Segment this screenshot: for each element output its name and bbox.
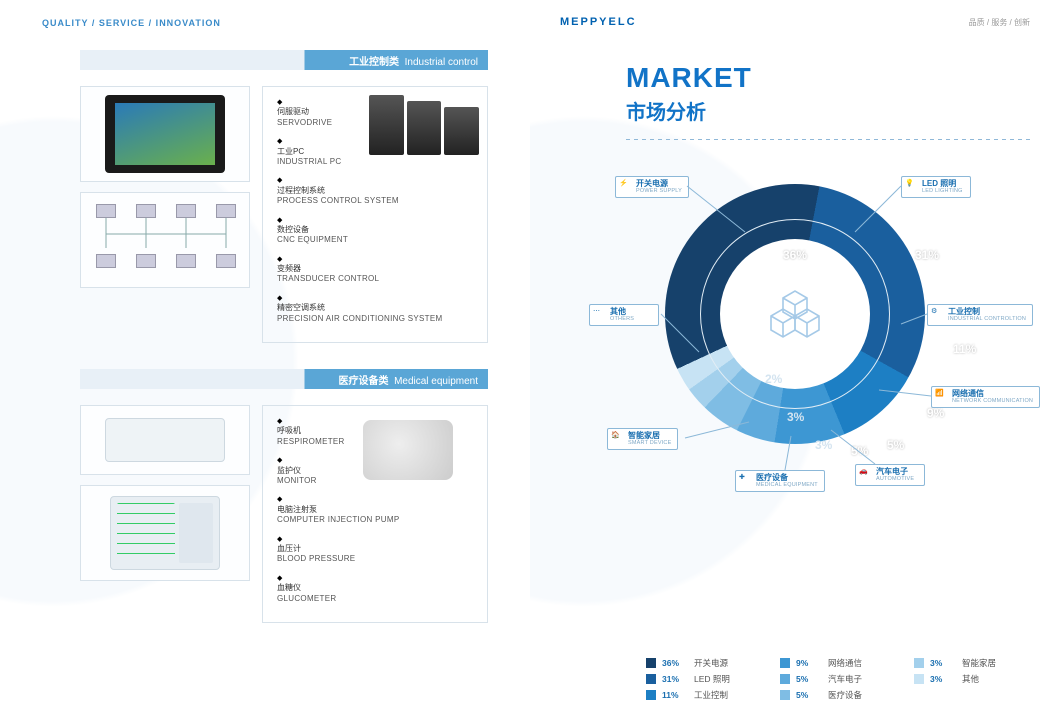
- right-page: MEPPYELC 品质 / 服务 / 创新 MARKET 市场分析 36% 31%…: [530, 0, 1060, 723]
- tag-icon: 💡: [905, 180, 919, 194]
- callout-tag: 🚗汽车电子AUTOMOTIVE: [855, 464, 925, 486]
- slice-pct-label: 2%: [765, 372, 782, 386]
- slice-pct-label: 5%: [887, 438, 904, 452]
- brand-motto: 品质 / 服务 / 创新: [969, 17, 1030, 28]
- divider-line: [626, 139, 1030, 140]
- section1-cn: 工业控制类: [349, 57, 399, 68]
- callout-tag: 💡LED 照明LED LIGHTING: [901, 176, 971, 198]
- tag-icon: ⚡: [619, 180, 633, 194]
- list-item: 电脑注射泵COMPUTER INJECTION PUMP: [277, 494, 477, 525]
- brand-logo: MEPPYELC: [560, 16, 637, 28]
- list-item: 过程控制系统PROCESS CONTROL SYSTEM: [277, 175, 477, 206]
- chart-legend: 36%开关电源 9%网络通信 3%智能家居 31%LED 照明 5%汽车电子 3%其他 11…: [646, 657, 1030, 701]
- legend-item: 5%汽车电子: [780, 673, 896, 685]
- tag-icon: 🚗: [859, 468, 873, 482]
- market-heading: MARKET 市场分析: [530, 28, 1060, 125]
- section1-en: Industrial control: [405, 57, 478, 68]
- callout-tag: ✚医疗设备MEDICAL EQUIPMENT: [735, 470, 825, 492]
- slice-pct-label: 31%: [915, 248, 939, 262]
- legend-item: 5%医疗设备: [780, 689, 896, 701]
- slice-pct-label: 5%: [851, 444, 868, 458]
- callout-tag: 📶网络通信NETWORK COMMUNICATION: [931, 386, 1040, 408]
- list-item: 血糖仪GLUCOMETER: [277, 573, 477, 604]
- tag-icon: ⚙: [931, 308, 945, 322]
- slice-pct-label: 36%: [783, 248, 807, 262]
- list-item: 精密空调系统PRECISION AIR CONDITIONING SYSTEM: [277, 293, 477, 324]
- market-donut-chart: 36% 31% 11% 9% 5% 5% 3% 3% 2% ⚡开关电源POWER SUPPLY 💡…: [595, 164, 995, 504]
- callout-tag: ⋯其他OTHERS: [589, 304, 659, 326]
- slice-pct-label: 3%: [787, 410, 804, 424]
- market-title-cn: 市场分析: [626, 96, 1060, 125]
- section2-en: Medical equipment: [394, 376, 478, 387]
- legend-item: 31%LED 照明: [646, 673, 762, 685]
- medical-image-respirator: [80, 405, 250, 475]
- list-item: 数控设备CNC EQUIPMENT: [277, 215, 477, 246]
- section2-cn: 医疗设备类: [339, 376, 389, 387]
- slice-pct-label: 9%: [927, 406, 944, 420]
- market-title-en: MARKET: [626, 62, 1060, 94]
- slice-pct-label: 3%: [815, 438, 832, 452]
- tag-icon: 🏠: [611, 432, 625, 446]
- legend-item: 9%网络通信: [780, 657, 896, 669]
- medical-image-vitals: [80, 485, 250, 581]
- tag-icon: ✚: [739, 474, 753, 488]
- list-item: 变频器TRANSDUCER CONTROL: [277, 254, 477, 285]
- legend-item: 3%智能家居: [914, 657, 1030, 669]
- industrial-image-monitor: [80, 86, 250, 182]
- section-bar-medical: 医疗设备类 Medical equipment: [80, 369, 488, 389]
- left-page: QUALITY / SERVICE / INNOVATION 工业控制类 Ind…: [0, 0, 530, 723]
- tag-icon: ⋯: [593, 308, 607, 322]
- slice-pct-label: 11%: [953, 342, 976, 356]
- legend-item: 36%开关电源: [646, 657, 762, 669]
- quality-tagline: QUALITY / SERVICE / INNOVATION: [0, 0, 530, 28]
- list-item: 血压计BLOOD PRESSURE: [277, 534, 477, 565]
- callout-tag: ⚙工业控制INDUSTRIAL CONTROLTION: [927, 304, 1033, 326]
- industrial-image-diagram: [80, 192, 250, 288]
- legend-item: 3%其他: [914, 673, 1030, 685]
- blood-pressure-icon: [363, 420, 473, 480]
- servo-drive-icon: [369, 95, 479, 155]
- industrial-list-panel: 伺服驱动SERVODRIVE工业PCINDUSTRIAL PC过程控制系统PRO…: [262, 86, 488, 343]
- callout-tag: ⚡开关电源POWER SUPPLY: [615, 176, 689, 198]
- section-bar-industrial: 工业控制类 Industrial control: [80, 50, 488, 70]
- legend-item: 11%工业控制: [646, 689, 762, 701]
- callout-tag: 🏠智能家居SMART DEVICE: [607, 428, 678, 450]
- tag-icon: 📶: [935, 390, 949, 404]
- medical-list-panel: 呼吸机RESPIROMETER监护仪MONITOR电脑注射泵COMPUTER I…: [262, 405, 488, 623]
